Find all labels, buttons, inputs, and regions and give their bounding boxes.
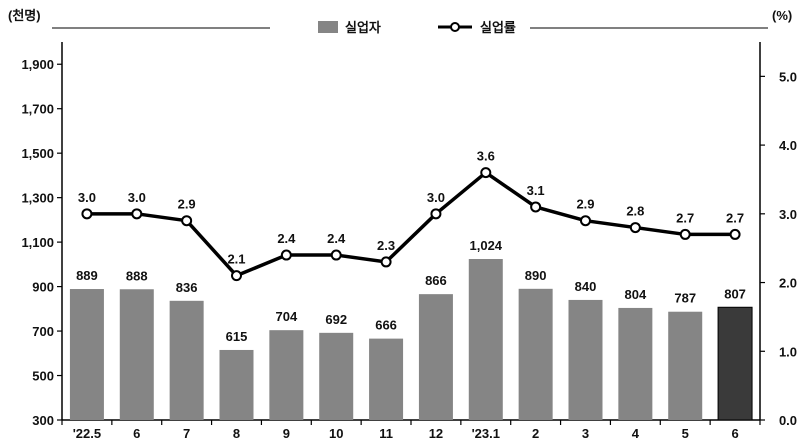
x-tick-label: 5 xyxy=(682,426,689,441)
bar-value-label: 840 xyxy=(575,279,597,294)
line-point xyxy=(280,249,292,261)
line-value-label: 2.4 xyxy=(327,231,346,246)
right-axis-unit: (%) xyxy=(772,8,792,23)
bar xyxy=(119,289,154,420)
line-value-label: 2.1 xyxy=(227,252,245,267)
bar xyxy=(568,299,603,420)
bar xyxy=(369,338,404,420)
right-tick-label: 0.0 xyxy=(779,413,797,428)
right-tick-label: 4.0 xyxy=(779,138,797,153)
bar-series xyxy=(69,259,753,421)
x-tick-label: 7 xyxy=(183,426,190,441)
line-value-label: 3.6 xyxy=(477,149,495,164)
bar xyxy=(468,259,503,420)
x-tick-label: 11 xyxy=(379,426,393,441)
bar-value-label: 787 xyxy=(674,291,696,306)
legend: 실업자 실업률 xyxy=(318,20,516,35)
bar xyxy=(618,307,653,420)
x-tick-label: 6 xyxy=(731,426,738,441)
legend-bar-swatch xyxy=(318,21,338,33)
line-value-label: 2.9 xyxy=(178,197,196,212)
bar xyxy=(668,311,703,420)
legend-bar-label: 실업자 xyxy=(345,20,381,35)
bar-value-label: 704 xyxy=(276,309,298,324)
line-series xyxy=(81,167,741,282)
right-tick-label: 5.0 xyxy=(779,69,797,84)
bar-value-label: 866 xyxy=(425,273,447,288)
line-value-label: 3.0 xyxy=(427,190,445,205)
left-tick-label: 1,500 xyxy=(21,146,54,161)
line-point xyxy=(330,249,342,261)
line-value-label: 2.7 xyxy=(676,210,694,225)
line-value-label: 2.9 xyxy=(576,197,594,212)
line-value-label: 3.1 xyxy=(527,183,545,198)
x-tick-label: 10 xyxy=(329,426,343,441)
line-point xyxy=(131,208,143,220)
line-point xyxy=(629,222,641,234)
left-tick-label: 300 xyxy=(32,413,54,428)
left-tick-label: 500 xyxy=(32,369,54,384)
legend-line-label: 실업률 xyxy=(480,20,516,35)
bar xyxy=(69,289,104,420)
left-tick-label: 900 xyxy=(32,280,54,295)
line-path xyxy=(86,170,736,278)
bar xyxy=(418,294,453,420)
x-tick-label: '22.5 xyxy=(73,426,101,441)
x-tick-label: 8 xyxy=(233,426,240,441)
line-point xyxy=(580,215,591,227)
x-tick-label: 2 xyxy=(532,426,539,441)
x-tick-label: '23.1 xyxy=(472,426,500,441)
left-tick-label: 1,100 xyxy=(21,235,54,250)
left-tick-label: 1,300 xyxy=(21,191,54,206)
bar xyxy=(717,306,753,421)
bar-value-label: 804 xyxy=(625,287,647,302)
left-tick-label: 1,900 xyxy=(21,57,54,72)
line-point xyxy=(729,228,741,240)
line-point xyxy=(530,201,542,213)
right-tick-label: 3.0 xyxy=(779,207,797,222)
x-tick-label: 6 xyxy=(133,426,140,441)
line-value-label: 3.0 xyxy=(78,190,96,205)
legend-line-marker xyxy=(450,22,460,32)
bar-value-label: 615 xyxy=(226,329,248,344)
line-point xyxy=(181,215,193,227)
bar-value-label: 1,024 xyxy=(470,238,503,253)
bar xyxy=(269,330,304,420)
x-tick-label: 12 xyxy=(429,426,443,441)
line-point xyxy=(679,228,691,240)
x-tick-label: 4 xyxy=(632,426,640,441)
data-labels: 889 888 836 615 704 692 666 866 1,024 890 840 804 78… xyxy=(76,149,746,344)
left-tick-label: 700 xyxy=(32,324,54,339)
bar-value-label: 888 xyxy=(126,268,148,283)
right-tick-label: 2.0 xyxy=(779,276,797,291)
bar-value-label: 666 xyxy=(375,318,397,333)
bar-value-label: 889 xyxy=(76,268,98,283)
line-value-label: 3.0 xyxy=(128,190,146,205)
line-value-label: 2.3 xyxy=(377,238,395,253)
bar-value-label: 692 xyxy=(325,312,347,327)
bar-value-label: 836 xyxy=(176,280,198,295)
bar-value-label: 807 xyxy=(724,286,746,301)
bar-value-label: 890 xyxy=(525,268,547,283)
line-point xyxy=(231,270,242,282)
x-tick-label: 9 xyxy=(283,426,290,441)
line-value-label: 2.7 xyxy=(726,210,744,225)
bar xyxy=(169,300,204,420)
bar xyxy=(219,349,254,420)
bar xyxy=(518,288,553,420)
left-axis-unit: (천명) xyxy=(8,8,41,23)
line-value-label: 2.4 xyxy=(277,231,296,246)
right-tick-label: 1.0 xyxy=(779,344,797,359)
line-point xyxy=(430,208,442,220)
left-tick-label: 1,700 xyxy=(21,102,54,117)
line-point xyxy=(480,167,492,179)
line-point xyxy=(81,208,93,220)
line-point xyxy=(380,256,392,268)
x-tick-label: 3 xyxy=(582,426,589,441)
bar xyxy=(319,332,354,420)
line-value-label: 2.8 xyxy=(626,204,644,219)
